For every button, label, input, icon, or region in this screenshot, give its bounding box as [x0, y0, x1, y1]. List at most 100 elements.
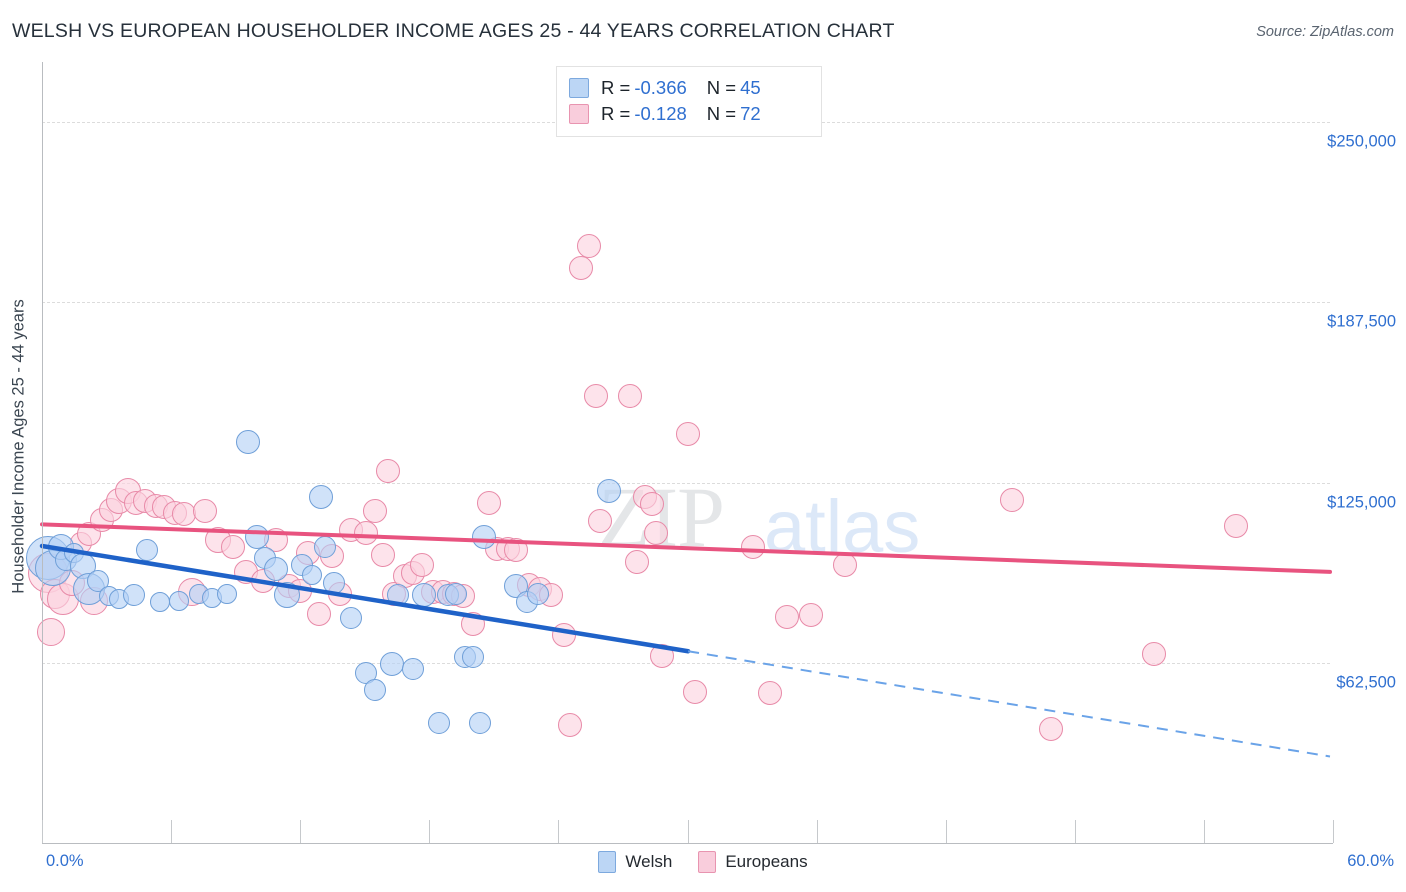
- welsh-data-point[interactable]: [526, 582, 549, 605]
- europeans-data-point[interactable]: [354, 521, 379, 545]
- europeans-data-point[interactable]: [643, 521, 668, 545]
- legend-row-europeans: R = -0.128 N = 72: [569, 101, 809, 127]
- welsh-data-point[interactable]: [322, 572, 345, 595]
- europeans-data-point[interactable]: [624, 549, 649, 574]
- correlation-legend: R = -0.366 N = 45 R = -0.128 N = 72: [556, 66, 822, 137]
- europeans-r-label: R =: [601, 103, 631, 124]
- x-axis-tick: [816, 820, 818, 843]
- x-axis-tick: [1074, 820, 1076, 843]
- welsh-data-point[interactable]: [236, 430, 261, 455]
- welsh-data-point[interactable]: [216, 583, 237, 604]
- welsh-data-point[interactable]: [263, 557, 288, 582]
- welsh-data-point[interactable]: [468, 712, 491, 735]
- europeans-data-point[interactable]: [583, 384, 608, 409]
- welsh-data-point[interactable]: [123, 584, 146, 606]
- welsh-data-point[interactable]: [363, 679, 386, 702]
- europeans-data-point[interactable]: [551, 623, 576, 648]
- x-axis-tick: [945, 820, 947, 843]
- plot-area: ZIP atlas: [26, 62, 1330, 843]
- europeans-data-point[interactable]: [1141, 642, 1166, 667]
- europeans-data-point[interactable]: [588, 509, 613, 534]
- welsh-data-point[interactable]: [412, 583, 437, 607]
- europeans-data-point[interactable]: [193, 499, 218, 524]
- welsh-legend-label: Welsh: [625, 852, 673, 871]
- welsh-data-point[interactable]: [379, 652, 404, 677]
- welsh-data-point[interactable]: [462, 646, 485, 668]
- europeans-data-point[interactable]: [676, 421, 701, 446]
- welsh-r-value: -0.366: [634, 77, 687, 98]
- y-axis-line: [42, 62, 43, 843]
- x-axis-tick: [171, 820, 173, 843]
- europeans-data-point[interactable]: [461, 611, 486, 636]
- europeans-data-point[interactable]: [577, 234, 602, 259]
- welsh-data-point[interactable]: [472, 525, 497, 550]
- series-legend: Welsh Europeans: [0, 851, 1406, 873]
- x-axis-tick: [42, 820, 43, 843]
- europeans-data-point[interactable]: [171, 502, 196, 527]
- europeans-data-point[interactable]: [558, 712, 583, 737]
- x-axis-tick: [558, 820, 560, 843]
- y-axis-title-text: Householder Income Ages 25 - 44 years: [9, 298, 28, 594]
- europeans-data-point[interactable]: [306, 601, 331, 626]
- europeans-data-point[interactable]: [740, 535, 765, 560]
- europeans-data-point[interactable]: [774, 604, 799, 629]
- welsh-data-point[interactable]: [596, 479, 621, 504]
- europeans-data-point[interactable]: [476, 490, 501, 515]
- welsh-n-value: 45: [740, 77, 761, 98]
- welsh-data-point[interactable]: [309, 484, 334, 509]
- europeans-r-value: -0.128: [634, 103, 687, 124]
- europeans-data-point[interactable]: [504, 538, 529, 563]
- europeans-data-point[interactable]: [1038, 717, 1063, 742]
- europeans-data-point[interactable]: [682, 679, 707, 704]
- europeans-data-point[interactable]: [618, 384, 643, 409]
- welsh-data-point[interactable]: [428, 712, 451, 735]
- europeans-data-point[interactable]: [409, 552, 434, 577]
- x-axis-min-label: 0.0%: [46, 852, 84, 870]
- x-axis-tick: [687, 820, 689, 843]
- welsh-data-point[interactable]: [302, 564, 323, 585]
- europeans-data-point[interactable]: [221, 535, 246, 560]
- europeans-data-point[interactable]: [371, 542, 396, 567]
- welsh-data-point[interactable]: [445, 582, 468, 605]
- europeans-data-point[interactable]: [568, 255, 593, 280]
- europeans-data-point[interactable]: [1223, 513, 1248, 538]
- europeans-data-point[interactable]: [650, 643, 675, 668]
- europeans-data-point[interactable]: [639, 492, 664, 517]
- europeans-data-point[interactable]: [362, 499, 387, 524]
- y-axis-tick-label: $62,500: [1336, 673, 1396, 692]
- x-axis-tick: [429, 820, 431, 843]
- europeans-data-point[interactable]: [375, 459, 400, 483]
- welsh-data-point[interactable]: [169, 590, 190, 611]
- x-axis-tick: [300, 820, 302, 843]
- europeans-legend-swatch: [698, 851, 717, 873]
- welsh-data-point[interactable]: [340, 607, 363, 630]
- page-title: WELSH VS EUROPEAN HOUSEHOLDER INCOME AGE…: [12, 20, 895, 42]
- europeans-data-point[interactable]: [832, 552, 857, 577]
- europeans-swatch: [569, 104, 589, 124]
- y-axis-tick-label: $187,500: [1327, 312, 1396, 331]
- gridline: [42, 302, 1330, 304]
- welsh-data-point[interactable]: [273, 582, 300, 608]
- welsh-swatch: [569, 78, 589, 98]
- europeans-data-point[interactable]: [798, 603, 823, 628]
- y-axis-tick-label: $125,000: [1327, 493, 1396, 512]
- welsh-data-point[interactable]: [314, 536, 337, 559]
- gridline: [42, 662, 1330, 664]
- europeans-legend-label: Europeans: [725, 852, 808, 871]
- legend-item-europeans[interactable]: Europeans: [698, 851, 808, 873]
- welsh-data-point[interactable]: [136, 539, 159, 562]
- europeans-data-point[interactable]: [36, 618, 65, 647]
- x-axis-tick: [1333, 820, 1334, 843]
- welsh-data-point[interactable]: [150, 592, 171, 613]
- europeans-data-point[interactable]: [757, 681, 782, 706]
- welsh-data-point[interactable]: [387, 584, 410, 606]
- welsh-data-point[interactable]: [402, 657, 425, 680]
- europeans-n-value: 72: [740, 103, 761, 124]
- europeans-data-point[interactable]: [1000, 487, 1025, 512]
- legend-item-welsh[interactable]: Welsh: [598, 851, 672, 873]
- welsh-r-label: R =: [601, 77, 631, 98]
- y-axis-tick-label: $250,000: [1327, 132, 1396, 151]
- welsh-legend-swatch: [598, 851, 617, 873]
- legend-row-welsh: R = -0.366 N = 45: [569, 75, 809, 101]
